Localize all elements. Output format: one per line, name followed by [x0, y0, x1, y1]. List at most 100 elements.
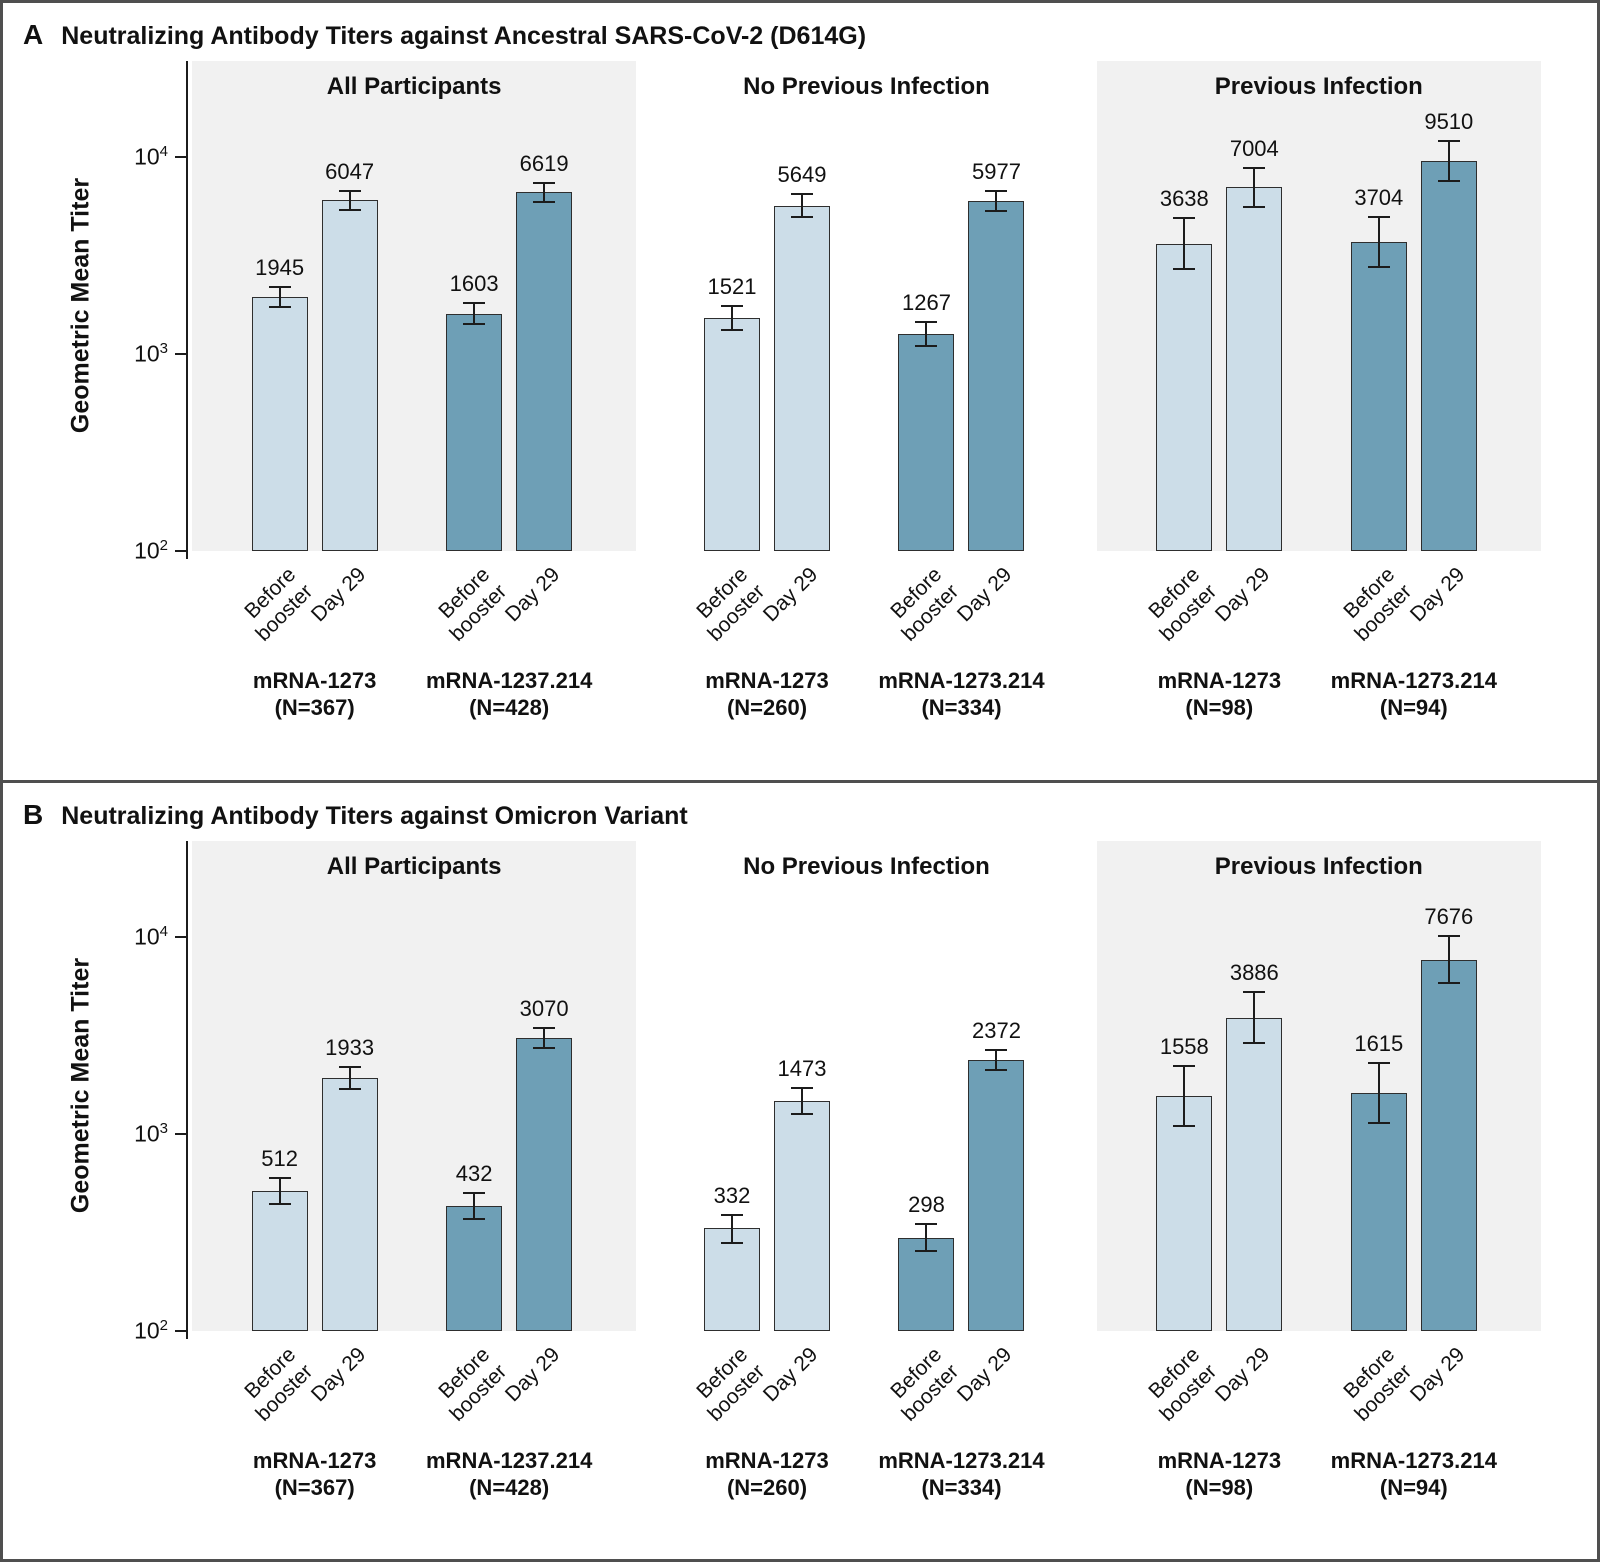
series-label: mRNA-1273 (N=367) [252, 668, 377, 720]
error-bar-line [800, 1088, 803, 1114]
bar [1226, 1017, 1283, 1331]
bar [1350, 241, 1407, 551]
bar [251, 1191, 308, 1331]
bar-value-label: 3638 [1159, 186, 1209, 212]
bar-value-label: 332 [713, 1182, 751, 1208]
error-bar-cap-bottom [533, 200, 556, 203]
error-bar-cap-bottom [720, 1241, 743, 1244]
bar-value-label: 2372 [972, 1017, 1021, 1043]
x-tick-label: Day 29 [953, 563, 1017, 627]
bar-value-label: 1473 [777, 1056, 827, 1082]
error-bar-cap-bottom [1173, 1124, 1196, 1127]
error-bar-line [348, 1066, 351, 1089]
bar-value-label: 7004 [1229, 135, 1279, 161]
error-bar-cap-bottom [1243, 1042, 1266, 1045]
error-bar-cap-top [985, 190, 1008, 192]
error-bar-cap-top [268, 285, 291, 288]
panel-a-letter: A [23, 19, 44, 50]
x-tick-label: Before booster [886, 1343, 964, 1426]
error-bar-cap-top [1367, 216, 1390, 219]
error-bar-cap-top [1367, 1062, 1390, 1065]
error-bar-line [1447, 141, 1450, 182]
error-bar-line [473, 303, 476, 324]
error-bar-cap-top [915, 1222, 938, 1225]
bar-value-label: 3070 [519, 995, 569, 1021]
error-bar-line [278, 1177, 281, 1205]
y-tick-label: 103 [134, 340, 168, 367]
error-bar-cap-top [1243, 991, 1266, 994]
series-label: mRNA-1273 (N=367) [252, 1448, 377, 1500]
x-tick-label: Before booster [239, 1343, 317, 1426]
error-bar-line [925, 1223, 928, 1251]
series-label: mRNA-1273.214 (N=334) [878, 668, 1045, 720]
bar-value-label: 3886 [1229, 960, 1279, 986]
y-tick-label: 102 [134, 537, 168, 564]
bar-value-label: 1615 [1354, 1031, 1404, 1057]
series-label: mRNA-1237.214 (N=428) [426, 1448, 593, 1500]
error-bar-cap-top [338, 1065, 361, 1068]
error-bar-cap-bottom [1367, 1121, 1390, 1124]
panel-b: B Neutralizing Antibody Titers against O… [3, 780, 1597, 1559]
group-header: All Participants [326, 73, 502, 100]
error-bar-cap-bottom [1243, 206, 1266, 209]
bar-value-label: 5977 [972, 159, 1021, 184]
error-bar-cap-top [463, 1192, 486, 1195]
y-tick-mark [175, 353, 186, 355]
y-tick-label: 104 [134, 923, 168, 950]
x-tick-label: Day 29 [953, 1343, 1017, 1407]
error-bar-cap-top [1243, 166, 1266, 169]
error-bar-line [995, 1049, 998, 1071]
error-bar-cap-bottom [790, 216, 813, 219]
bar [516, 1038, 573, 1331]
x-tick-label: Before booster [886, 563, 964, 646]
bar [703, 318, 760, 551]
group-header: No Previous Infection [743, 73, 990, 100]
bar [1420, 161, 1477, 551]
error-bar-cap-bottom [720, 329, 743, 332]
bar [321, 1077, 378, 1331]
error-bar-cap-bottom [1173, 267, 1196, 270]
error-bar-line [1447, 935, 1450, 984]
error-bar-cap-top [1437, 140, 1460, 143]
x-tick-label: Before booster [239, 563, 317, 646]
bar-value-label: 6047 [325, 158, 375, 184]
error-bar-cap-bottom [915, 1249, 938, 1252]
y-tick-mark [175, 156, 186, 158]
bar [1420, 959, 1477, 1331]
error-bar-cap-top [985, 1048, 1008, 1051]
error-bar-line [543, 1027, 546, 1049]
bar-value-label: 1945 [255, 254, 305, 280]
error-bar-cap-top [720, 305, 743, 308]
error-bar-cap-top [915, 320, 938, 323]
x-tick-label: Before booster [1144, 563, 1222, 646]
bar [898, 1237, 955, 1331]
x-tick-label: Before booster [434, 1343, 512, 1426]
bar [773, 1100, 830, 1331]
x-tick-label: Before booster [1144, 1343, 1222, 1426]
error-bar-line [1253, 992, 1256, 1044]
panel-a-chart: Geometric Mean Titer 104 103 102 All Partici… [3, 3, 1597, 780]
bar-value-label: 1933 [325, 1034, 375, 1060]
bar [251, 297, 308, 551]
group-header: Previous Infection [1214, 73, 1423, 100]
bar [968, 201, 1025, 551]
panel-b-chart: Geometric Mean Titer 104 103 102 All Partici… [3, 783, 1597, 1559]
error-bar-cap-top [533, 1026, 556, 1029]
bar [968, 1060, 1025, 1331]
bar [773, 205, 830, 551]
x-tick-label: Before booster [1339, 563, 1417, 646]
y-tick-mark [175, 1330, 186, 1332]
bar-value-label: 1267 [902, 289, 951, 315]
y-tick-label: 103 [134, 1120, 168, 1147]
error-bar-cap-top [1437, 934, 1460, 937]
group-header: All Participants [326, 853, 502, 880]
error-bar-cap-bottom [268, 306, 291, 309]
y-tick-label: 102 [134, 1317, 168, 1344]
error-bar-line [800, 194, 803, 218]
panel-a-header: A Neutralizing Antibody Titers against A… [23, 19, 866, 51]
bar [516, 192, 573, 551]
error-bar-line [278, 286, 281, 308]
bar [1226, 187, 1283, 551]
y-tick-mark [175, 1133, 186, 1135]
y-tick-mark [175, 550, 186, 552]
